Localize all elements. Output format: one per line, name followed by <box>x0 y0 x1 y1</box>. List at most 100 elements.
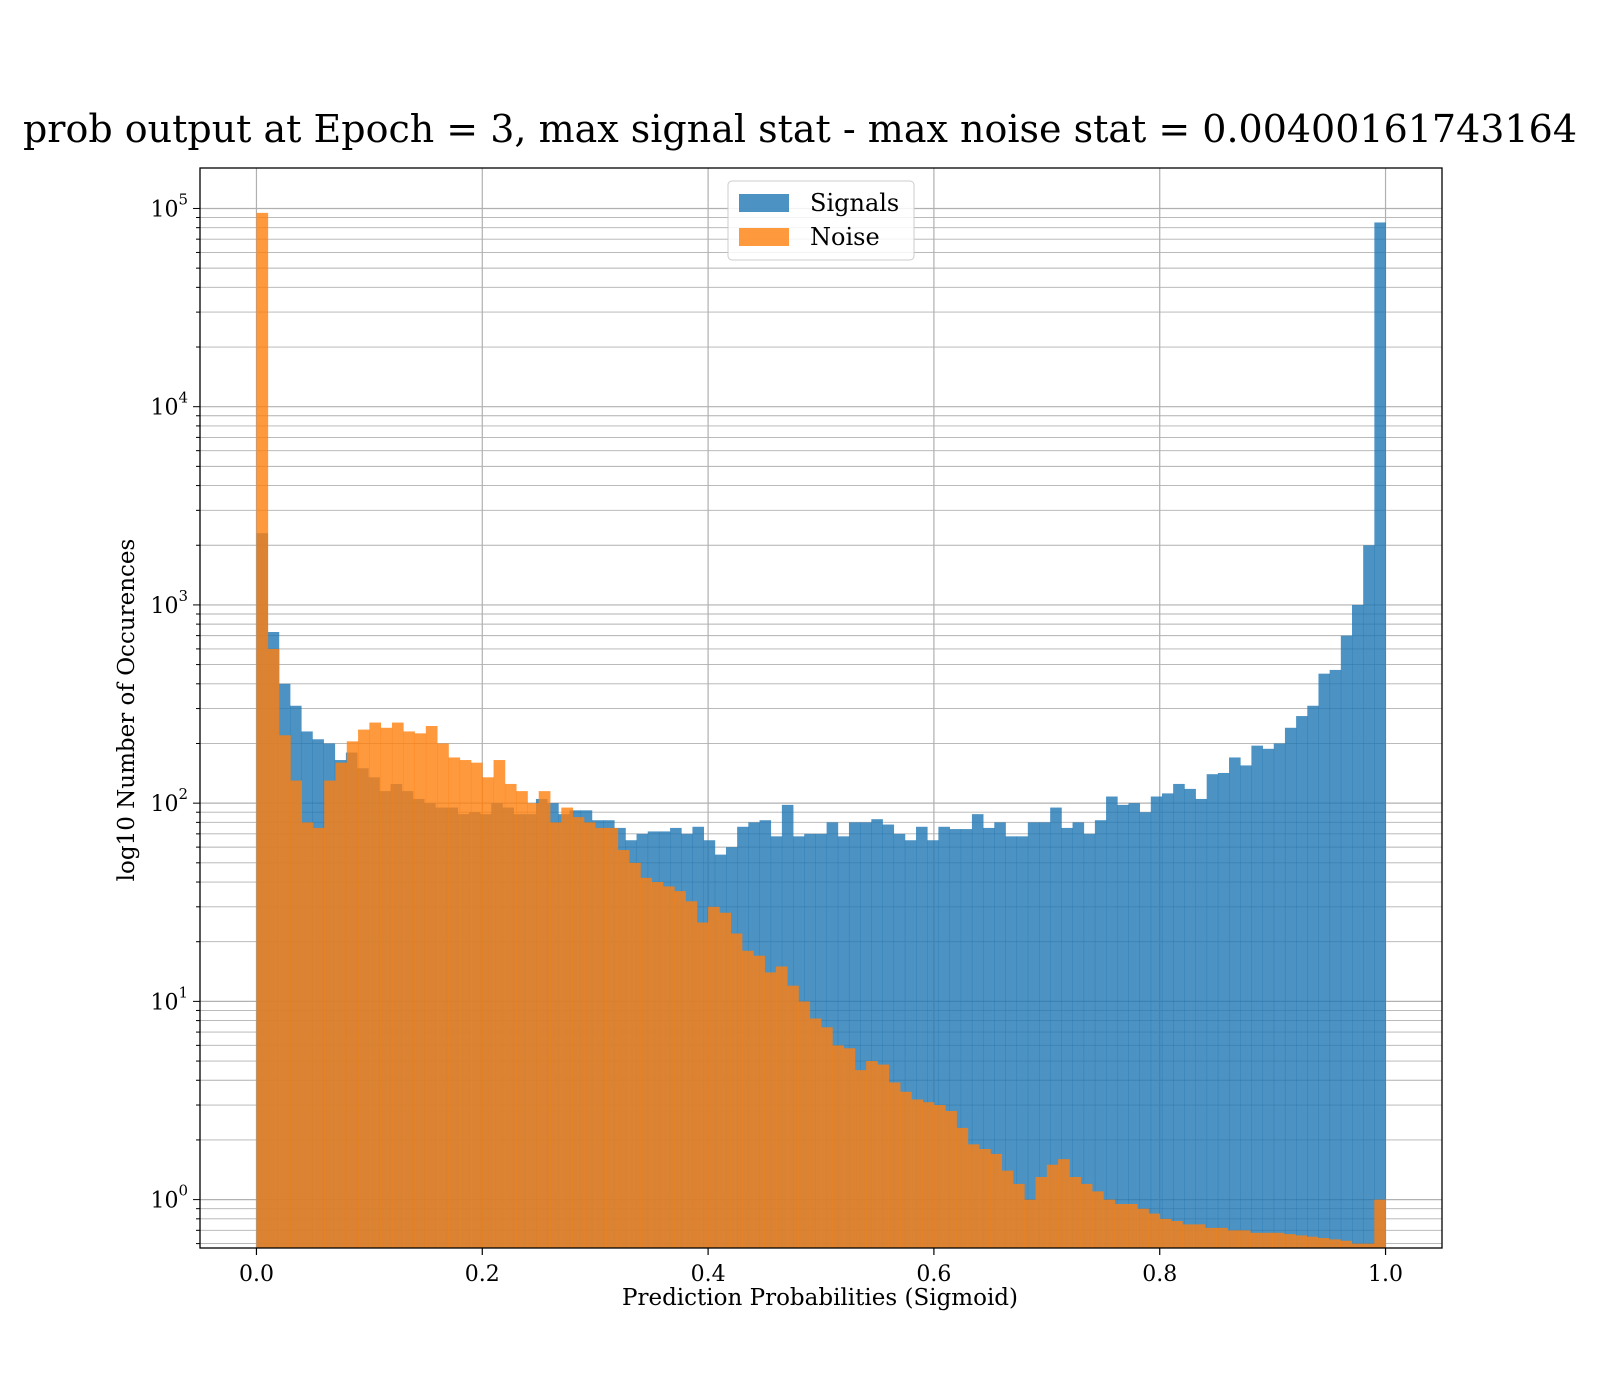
legend-label-signals: Signals <box>810 189 899 217</box>
bar-noise <box>1125 1204 1138 1248</box>
bar-signals <box>1206 774 1219 1248</box>
bar-noise <box>696 922 709 1248</box>
bar-noise <box>1283 1234 1296 1248</box>
y-tick-label: 100 <box>150 1182 188 1214</box>
bar-signals <box>1273 743 1286 1248</box>
bar-signals <box>949 829 962 1248</box>
bar-noise <box>922 1102 935 1248</box>
bar-signals <box>1374 222 1386 1248</box>
bar-signals <box>1363 545 1375 1248</box>
bar-noise <box>425 726 438 1248</box>
bar-noise <box>1171 1220 1183 1248</box>
bar-noise <box>482 777 494 1248</box>
bar-noise <box>933 1105 946 1248</box>
legend-label-noise: Noise <box>810 223 880 251</box>
y-tick-label: 104 <box>150 389 188 421</box>
bar-noise <box>448 757 461 1248</box>
legend-swatch-noise <box>739 228 789 246</box>
bar-noise <box>1204 1227 1217 1248</box>
bar-noise <box>1374 1199 1386 1248</box>
bar-signals <box>927 840 939 1248</box>
bar-signals <box>1139 812 1152 1248</box>
bar-noise <box>911 1099 924 1248</box>
bar-signals <box>1296 716 1308 1248</box>
bar-noise <box>1295 1235 1307 1248</box>
legend: Signals Noise <box>727 180 915 261</box>
bar-signals <box>1262 748 1275 1248</box>
bar-noise <box>290 780 303 1248</box>
y-tick-label: 105 <box>150 190 188 222</box>
bar-noise <box>561 807 573 1248</box>
bar-noise <box>279 735 291 1248</box>
bar-signals <box>860 822 872 1248</box>
bar-noise <box>403 731 415 1248</box>
bar-noise <box>629 862 641 1248</box>
bar-noise <box>832 1045 844 1248</box>
bar-noise <box>1137 1208 1149 1248</box>
bar-signals <box>960 829 973 1248</box>
bar-noise <box>674 891 686 1248</box>
bar-noise <box>787 985 799 1248</box>
bar-noise <box>617 850 630 1248</box>
bar-noise <box>708 906 720 1248</box>
bar-signals <box>971 814 984 1248</box>
bar-noise <box>493 760 506 1248</box>
bar-signals <box>1038 822 1051 1248</box>
bar-noise <box>888 1082 901 1248</box>
bar-noise <box>470 762 483 1248</box>
bar-signals <box>1195 798 1208 1248</box>
bar-noise <box>1272 1232 1285 1248</box>
bar-signals <box>1318 673 1331 1248</box>
bar-noise <box>538 791 551 1248</box>
bar-noise <box>606 827 619 1248</box>
bar-signals <box>893 833 906 1248</box>
bar-signals <box>1161 793 1174 1248</box>
bar-noise <box>1012 1183 1025 1248</box>
bar-noise <box>380 727 393 1248</box>
bar-noise <box>956 1127 969 1248</box>
bar-noise <box>640 877 653 1248</box>
y-axis-ticks: 100 101 102 103 104 105 <box>150 190 200 1245</box>
bar-noise <box>685 901 698 1248</box>
bar-signals <box>1352 604 1364 1248</box>
bar-signals <box>994 822 1006 1248</box>
bar-noise <box>301 822 314 1248</box>
y-axis-label: log10 Number of Occurences <box>114 539 140 882</box>
bar-noise <box>572 817 585 1248</box>
bar-noise <box>967 1144 980 1248</box>
bar-noise <box>1182 1224 1194 1248</box>
bars <box>256 212 1386 1249</box>
bar-noise <box>651 882 664 1248</box>
bar-noise <box>945 1110 957 1248</box>
bar-signals <box>1072 822 1085 1248</box>
series-noise <box>256 212 1386 1249</box>
bar-noise <box>877 1064 890 1248</box>
bar-noise <box>1351 1243 1364 1248</box>
bar-noise <box>1024 1199 1036 1248</box>
x-tick-label: 0.8 <box>1142 1262 1177 1287</box>
bar-signals <box>871 819 883 1248</box>
bar-noise <box>764 972 777 1248</box>
bar-noise <box>1227 1230 1240 1248</box>
bar-signals <box>1329 669 1342 1248</box>
bar-noise <box>866 1061 878 1248</box>
bar-noise <box>854 1070 867 1248</box>
bar-noise <box>662 886 675 1248</box>
bar-noise <box>1069 1177 1082 1248</box>
plot-frame <box>199 167 1443 1249</box>
bar-noise <box>595 827 607 1248</box>
bar-noise <box>1340 1240 1353 1248</box>
bar-signals <box>1284 727 1297 1248</box>
bar-noise <box>1103 1199 1115 1248</box>
bar-noise <box>730 933 743 1248</box>
bar-noise <box>1080 1183 1093 1248</box>
legend-swatch-signals <box>739 194 789 212</box>
bar-signals <box>1061 827 1073 1248</box>
bar-noise <box>256 212 269 1249</box>
bar-signals <box>1251 745 1263 1248</box>
x-axis-label: Prediction Probabilities (Sigmoid) <box>622 1285 1018 1311</box>
x-tick-label: 0.2 <box>465 1262 500 1287</box>
bar-signals <box>1016 836 1029 1248</box>
bar-noise <box>1159 1218 1172 1248</box>
bar-noise <box>550 822 562 1248</box>
